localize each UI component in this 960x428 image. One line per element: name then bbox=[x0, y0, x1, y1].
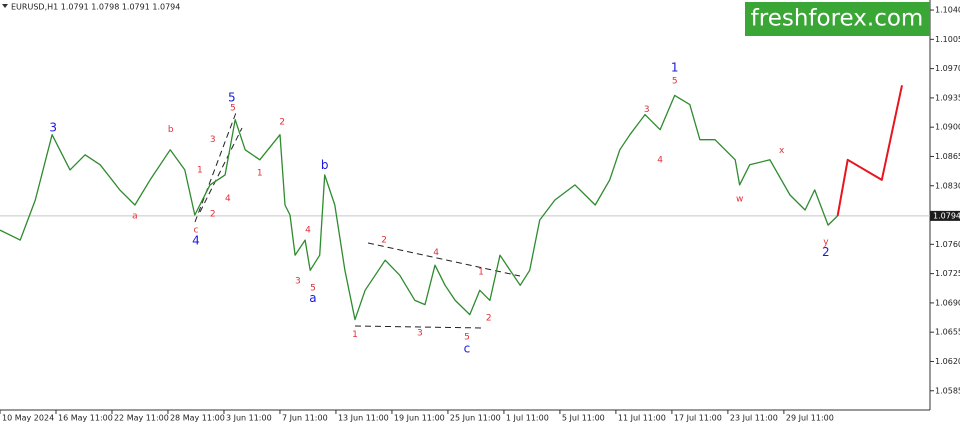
symbol-header: EURUSD,H1 1.0791 1.0798 1.0791 1.0794 bbox=[11, 3, 180, 12]
y-tick-label: 1.0900 bbox=[935, 123, 960, 132]
y-tick-label: 1.0585 bbox=[935, 386, 960, 395]
forecast-line bbox=[836, 85, 903, 217]
x-tick-label: 29 Jul 11:00 bbox=[786, 414, 834, 423]
y-tick-label: 1.1005 bbox=[935, 35, 960, 44]
wave-label: 4 bbox=[225, 194, 231, 204]
wave-label: 3 bbox=[417, 329, 423, 339]
x-tick-label: 25 Jun 11:00 bbox=[450, 414, 501, 423]
trendlines bbox=[194, 109, 521, 329]
wave-label: 3 bbox=[49, 121, 57, 135]
wave-label: 5 bbox=[230, 103, 236, 113]
wave-label: 1 bbox=[478, 267, 484, 277]
wave-label: 5 bbox=[672, 77, 678, 87]
wave-label: 3 bbox=[210, 135, 216, 145]
x-tick-label: 17 Jul 11:00 bbox=[674, 414, 722, 423]
symbol-arrow bbox=[2, 4, 8, 8]
y-tick-label: 1.0970 bbox=[935, 64, 960, 73]
wave-label: 1 bbox=[352, 330, 358, 340]
wave-label: 2 bbox=[822, 245, 830, 259]
price-line bbox=[0, 94, 839, 321]
wave-label: 4 bbox=[192, 233, 200, 247]
x-tick-label: 22 May 11:00 bbox=[114, 414, 169, 423]
x-tick-label: 7 Jun 11:00 bbox=[282, 414, 328, 423]
wave-label: 5 bbox=[310, 283, 316, 293]
wave-label: 1 bbox=[671, 60, 679, 74]
y-tick-label: 1.0935 bbox=[935, 93, 960, 102]
y-tick-label: 1.0760 bbox=[935, 240, 960, 249]
wave-label: 2 bbox=[486, 313, 492, 323]
wave-label: a bbox=[132, 211, 138, 221]
wave-label: w bbox=[736, 195, 743, 205]
last-price-label: 1.0794 bbox=[933, 211, 960, 220]
wave-label: x bbox=[779, 146, 785, 156]
wave-label: 1 bbox=[197, 165, 203, 175]
x-tick-label: 11 Jul 11:00 bbox=[618, 414, 666, 423]
logo-box bbox=[745, 2, 930, 36]
y-tick-label: 1.0865 bbox=[935, 152, 960, 161]
x-tick-label: 3 Jun 11:00 bbox=[226, 414, 272, 423]
wave-label: a bbox=[309, 291, 316, 305]
logo: freshforex.com bbox=[751, 6, 924, 32]
wave-label: 5 bbox=[464, 333, 470, 343]
x-tick-label: 19 Jun 11:00 bbox=[394, 414, 445, 423]
x-tick-label: 28 May 11:00 bbox=[170, 414, 225, 423]
wave-label: 3 bbox=[644, 105, 650, 115]
x-tick-label: 13 Jun 11:00 bbox=[338, 414, 389, 423]
wave-label: 4 bbox=[305, 226, 311, 236]
wave-label: 1 bbox=[257, 169, 263, 179]
x-tick-label: 5 Jul 11:00 bbox=[562, 414, 605, 423]
x-tick-label: 16 May 11:00 bbox=[58, 414, 113, 423]
wave-label: c bbox=[193, 226, 198, 236]
x-tick-label: 1 Jul 11:00 bbox=[506, 414, 549, 423]
wave-label: 2 bbox=[381, 236, 387, 246]
y-tick-label: 1.0620 bbox=[935, 357, 960, 366]
y-tick-label: 1.0830 bbox=[935, 181, 960, 190]
x-tick-label: 23 Jul 11:00 bbox=[730, 414, 778, 423]
y-tick-label: 1.0655 bbox=[935, 328, 960, 337]
wave-label: 2 bbox=[279, 118, 285, 128]
wave-label: 5 bbox=[228, 90, 236, 104]
last-price-box bbox=[930, 210, 960, 221]
wave-label: 3 bbox=[295, 277, 301, 287]
y-tick-label: 1.0690 bbox=[935, 298, 960, 307]
wave-label: 2 bbox=[210, 210, 216, 220]
wave-label: 4 bbox=[657, 155, 663, 165]
wave-label: 4 bbox=[433, 248, 439, 258]
wave-label: b bbox=[321, 158, 329, 172]
wave-label: y bbox=[823, 237, 829, 247]
wave-label: c bbox=[464, 341, 471, 355]
x-tick-label: 10 May 2024 bbox=[2, 414, 54, 423]
y-tick-label: 1.0725 bbox=[935, 269, 960, 278]
wave-label: b bbox=[168, 125, 174, 135]
y-tick-label: 1.1040 bbox=[935, 6, 960, 15]
